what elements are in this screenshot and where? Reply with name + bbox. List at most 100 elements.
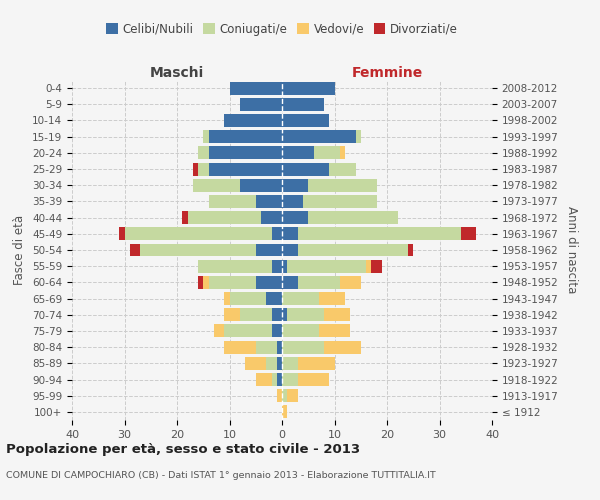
Bar [298,373,329,386]
Bar [256,195,282,208]
Bar [182,211,187,224]
Bar [277,389,282,402]
Bar [203,276,209,289]
Bar [209,146,282,160]
Bar [282,130,355,143]
Bar [229,82,282,94]
Bar [282,373,298,386]
Bar [198,162,209,175]
Bar [198,146,209,160]
Bar [308,179,377,192]
Bar [282,308,287,321]
Bar [209,130,282,143]
Bar [319,292,345,305]
Bar [282,357,298,370]
Bar [198,260,271,272]
Bar [282,82,335,94]
Bar [329,162,355,175]
Bar [408,244,413,256]
Bar [214,324,224,338]
Bar [324,308,350,321]
Bar [282,292,319,305]
Bar [282,211,308,224]
Bar [224,340,256,353]
Bar [282,260,287,272]
Bar [287,260,366,272]
Bar [298,244,408,256]
Bar [209,195,256,208]
Bar [282,389,287,402]
Bar [271,373,277,386]
Bar [282,98,324,111]
Bar [340,146,345,160]
Bar [224,114,282,127]
Bar [282,228,298,240]
Bar [229,292,266,305]
Bar [298,357,335,370]
Bar [324,340,361,353]
Bar [282,146,314,160]
Bar [193,179,240,192]
Text: Maschi: Maschi [150,66,204,80]
Y-axis label: Anni di nascita: Anni di nascita [565,206,578,294]
Bar [224,324,271,338]
Bar [282,276,298,289]
Bar [198,276,203,289]
Text: Femmine: Femmine [352,66,422,80]
Bar [240,179,282,192]
Bar [271,260,282,272]
Bar [209,276,256,289]
Bar [282,244,298,256]
Bar [240,98,282,111]
Bar [371,260,382,272]
Bar [271,324,282,338]
Bar [271,228,282,240]
Bar [277,373,282,386]
Bar [308,211,398,224]
Bar [282,340,324,353]
Bar [245,357,266,370]
Bar [303,195,377,208]
Bar [256,244,282,256]
Bar [277,357,282,370]
Y-axis label: Fasce di età: Fasce di età [13,215,26,285]
Bar [340,276,361,289]
Bar [271,308,282,321]
Bar [282,324,319,338]
Bar [256,340,277,353]
Bar [224,292,229,305]
Bar [261,211,282,224]
Bar [130,244,140,256]
Bar [282,406,287,418]
Legend: Celibi/Nubili, Coniugati/e, Vedovi/e, Divorziati/e: Celibi/Nubili, Coniugati/e, Vedovi/e, Di… [101,18,463,40]
Bar [314,146,340,160]
Bar [240,308,271,321]
Bar [355,130,361,143]
Bar [193,162,198,175]
Bar [224,308,240,321]
Bar [119,228,125,240]
Bar [366,260,371,272]
Bar [287,308,324,321]
Bar [298,228,461,240]
Bar [187,211,261,224]
Bar [282,114,329,127]
Bar [298,276,340,289]
Text: COMUNE DI CAMPOCHIARO (CB) - Dati ISTAT 1° gennaio 2013 - Elaborazione TUTTITALI: COMUNE DI CAMPOCHIARO (CB) - Dati ISTAT … [6,470,436,480]
Bar [209,162,282,175]
Bar [256,373,271,386]
Bar [287,389,298,402]
Bar [256,276,282,289]
Bar [277,340,282,353]
Bar [282,162,329,175]
Text: Popolazione per età, sesso e stato civile - 2013: Popolazione per età, sesso e stato civil… [6,442,360,456]
Bar [282,195,303,208]
Bar [282,179,308,192]
Bar [266,357,277,370]
Bar [125,228,271,240]
Bar [266,292,282,305]
Bar [461,228,476,240]
Bar [203,130,209,143]
Bar [319,324,350,338]
Bar [140,244,256,256]
